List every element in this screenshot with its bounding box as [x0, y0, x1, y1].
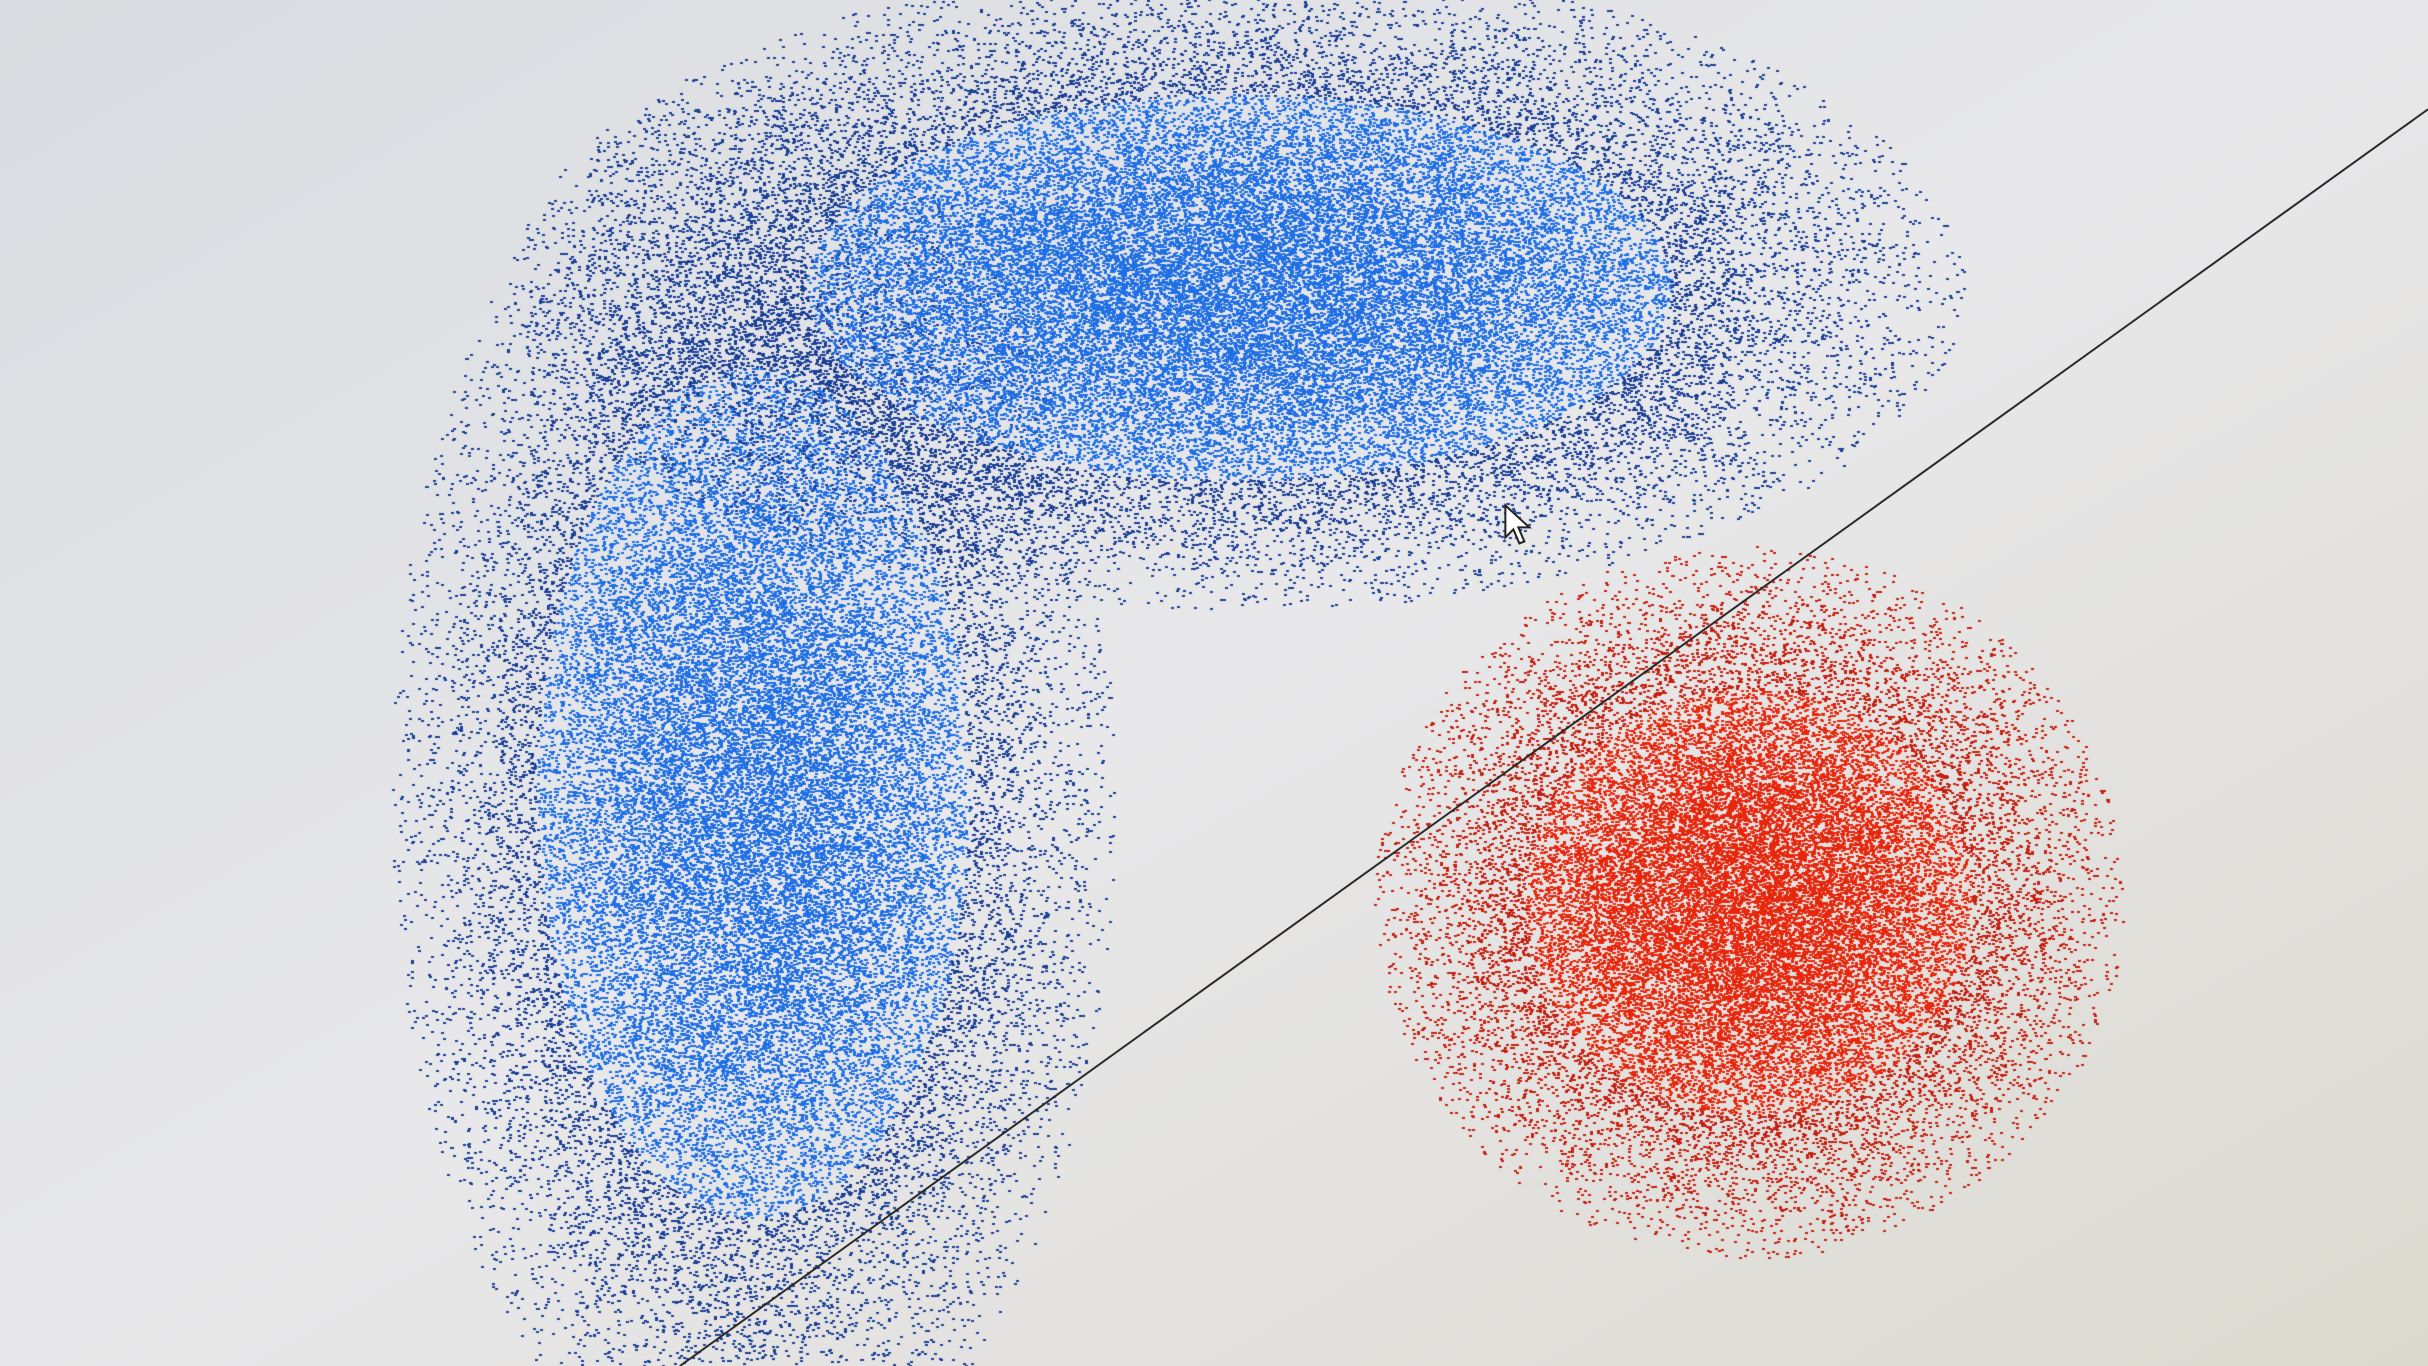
mouse-cursor-icon — [1504, 503, 1532, 545]
decision-boundary-line — [679, 108, 2428, 1366]
